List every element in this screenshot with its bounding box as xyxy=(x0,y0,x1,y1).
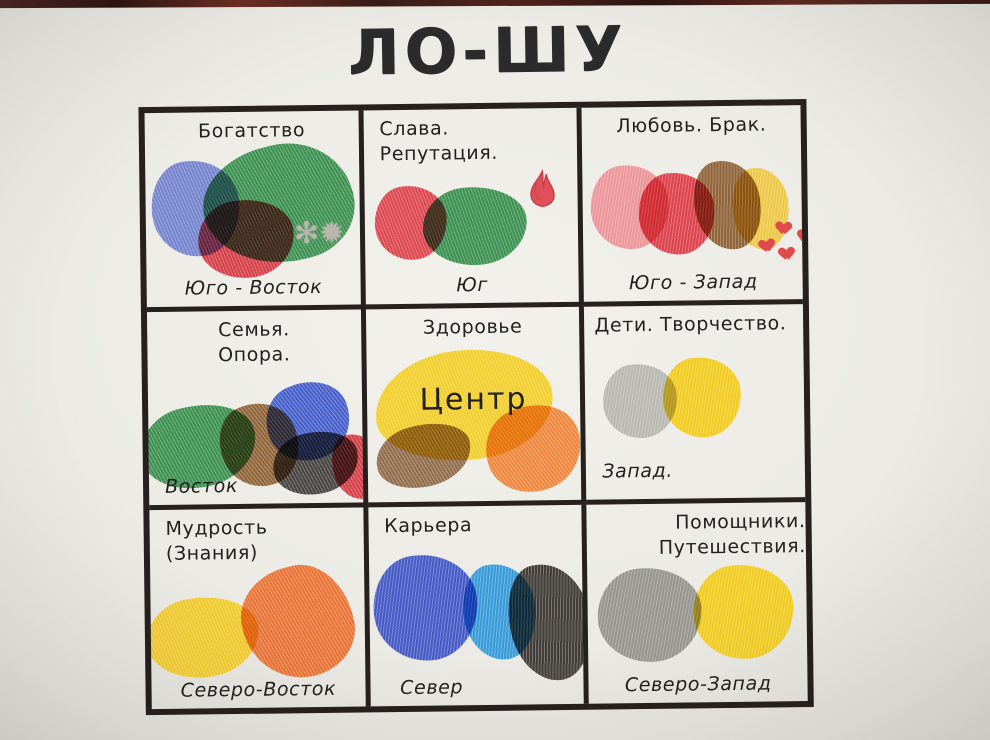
heart-icon xyxy=(754,233,771,249)
grid-cell-fame[interactable]: Слава. Репутация. Юг xyxy=(363,107,585,310)
grid-cell-career[interactable]: Карьера Север xyxy=(368,505,590,707)
heart-icon xyxy=(773,215,792,230)
sparkle-icon: ✻✹ xyxy=(293,215,345,252)
cell-direction-label: Запад. xyxy=(602,460,674,483)
lo-shu-grid: ✻✹ Богатство Юго - Восток Слава. Репутац… xyxy=(138,99,814,716)
crayon-swatch-gray xyxy=(595,565,705,666)
cell-sector-label: Слава. Репутация. xyxy=(379,117,499,166)
cell-sector-label: Мудрость (Знания) xyxy=(165,516,268,566)
crayon-swatch-yellow xyxy=(691,562,797,663)
cell-direction-label: Северо-Восток xyxy=(180,677,337,702)
grid-cell-family[interactable]: Семья. Опора. Восток xyxy=(146,309,369,511)
grid-cell-children[interactable]: Дети. Творчество. Запад. xyxy=(584,303,806,506)
cell-sector-label: Помощники. Путешествия. xyxy=(658,510,806,560)
crayon-swatch-orange xyxy=(230,554,366,691)
cell-sector-label: Семья. Опора. xyxy=(217,318,291,366)
cell-direction-label: Юго - Восток xyxy=(184,275,323,300)
grid-cell-helpers[interactable]: Помощники. Путешествия. Северо-Запад xyxy=(587,502,808,703)
cell-sector-label: Дети. Творчество. xyxy=(594,311,787,337)
paper-sheet: ЛО-ШУ ✻✹ Богатство Юго - Восток Слава. Р… xyxy=(0,3,990,740)
cell-sector-label: Карьера xyxy=(384,514,473,538)
cell-direction-label: Северо-Запад xyxy=(624,672,772,697)
heart-icon xyxy=(794,222,803,238)
cell-sector-label: Любовь. Брак. xyxy=(616,113,767,138)
cell-direction-label: Юго - Запад xyxy=(628,270,758,294)
cell-sector-label: Богатство xyxy=(197,119,306,143)
crayon-swatch-yellow xyxy=(660,353,745,441)
grid-cell-love[interactable]: Любовь. Брак. Юго - Запад xyxy=(581,105,803,307)
cell-direction-label: Юг xyxy=(456,273,489,296)
grid-cell-health[interactable]: Здоровье Центр xyxy=(365,306,587,508)
flame-icon xyxy=(530,168,555,207)
grid-cell-wealth[interactable]: ✻✹ Богатство Юго - Восток xyxy=(144,110,366,312)
table-surface-strip xyxy=(0,0,990,9)
heart-icon xyxy=(775,241,791,256)
page-title: ЛО-ШУ xyxy=(347,11,628,90)
grid-cell-wisdom[interactable]: Мудрость (Знания) Северо-Восток xyxy=(149,507,371,710)
cell-sector-label: Здоровье xyxy=(422,315,523,339)
